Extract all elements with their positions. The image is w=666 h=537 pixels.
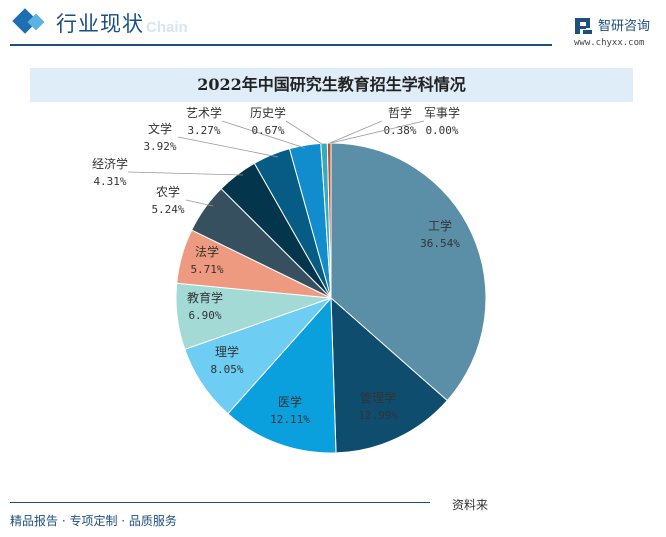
pie-slice-2 [227,296,337,454]
header-watermark-text: Chain [146,19,188,36]
leader-line-slice-11 [329,120,383,144]
label-name-slice-1: 管理学 [360,390,396,405]
label-value-slice-11: 0.38% [383,124,416,137]
pie-slice-0 [330,142,487,402]
label-name-slice-6: 农学 [156,184,180,199]
footer-tagline: 精品报告 · 专项定制 · 品质服务 [10,514,177,528]
brand-name: 智研咨询 [598,19,651,34]
leader-line-slice-9 [221,120,306,149]
label-value-slice-1: 12.99% [358,409,398,422]
label-name-slice-7: 经济学 [92,156,128,171]
label-name-slice-2: 医学 [278,394,302,409]
label-name-slice-10: 历史学 [250,105,286,120]
label-name-slice-9: 艺术学 [186,105,222,120]
leader-line-slice-10 [285,120,323,145]
label-name-slice-11: 哲学 [388,105,412,120]
leader-line-slice-6 [185,199,214,207]
header-divider [10,44,552,46]
label-value-slice-5: 5.71% [190,263,223,276]
leader-line-slice-8 [177,136,279,158]
label-value-slice-8: 3.92% [143,140,176,153]
footer-divider [10,502,430,503]
label-value-slice-7: 4.31% [93,175,126,188]
label-value-slice-10: 0.67% [251,124,284,137]
pie-slice-1 [330,296,448,454]
label-name-slice-12: 军事学 [424,105,460,120]
section-title: 行业现状 [56,12,144,36]
leader-line-slice-7 [127,171,244,176]
label-name-slice-0: 工学 [428,218,452,233]
header: 行业现状 Chain 智研咨询 www.chyxx.com [0,0,666,50]
label-value-slice-0: 36.54% [420,237,460,250]
label-name-slice-4: 教育学 [187,290,223,305]
label-name-slice-8: 文学 [148,121,172,136]
chart-title: 2022年中国研究生教育招生学科情况 [30,68,633,102]
leader-line-slice-12 [330,120,425,144]
brand-logo-icon [575,18,592,34]
brand-url: www.chyxx.com [574,38,645,48]
label-value-slice-12: 0.00% [425,124,458,137]
label-value-slice-9: 3.27% [187,124,220,137]
source-note: 资料来 [452,498,489,512]
label-name-slice-3: 理学 [215,344,239,359]
label-name-slice-5: 法学 [195,244,219,259]
label-value-slice-2: 12.11% [270,413,310,426]
label-value-slice-4: 6.90% [188,309,221,322]
label-value-slice-6: 5.24% [151,203,184,216]
label-value-slice-3: 8.05% [210,363,243,376]
